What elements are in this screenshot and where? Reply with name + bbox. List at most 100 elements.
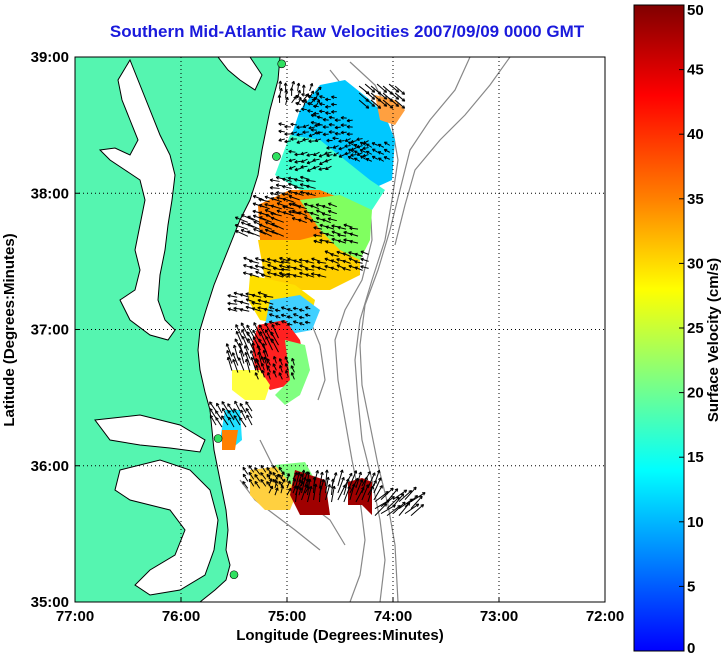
velocity-arrow [373,469,381,487]
velocity-arrow [343,485,351,503]
velocity-arrow [288,195,300,201]
velocity-arrow [279,256,290,262]
velocity-arrow [304,320,311,325]
velocity-arrow [304,313,311,317]
velocity-arrow [274,480,279,489]
velocity-arrow [330,259,339,264]
velocity-arrow [353,144,361,148]
velocity-arrow [410,504,425,516]
velocity-arrow [286,322,293,327]
velocity-arrow [242,481,249,489]
velocity-arrow [331,102,337,107]
velocity-arrow [284,363,289,371]
velocity-arrow [317,273,327,278]
velocity-arrow [362,146,369,151]
velocity-arrow [221,415,229,426]
velocity-arrow [245,358,251,373]
velocity-arrow [239,417,247,428]
velocity-arrow [277,94,282,103]
velocity-arrow [300,158,308,163]
velocity-arrow [287,308,293,312]
velocity-arrow [280,267,291,272]
velocity-arrow [274,487,279,496]
velocity-arrow [322,132,329,137]
velocity-arrow [278,372,283,380]
grid-lines [75,57,605,602]
velocity-arrow [410,495,423,509]
velocity-arrow [373,485,383,501]
velocity-arrow [325,484,331,501]
colorbar-tick-label: 10 [687,514,704,531]
velocity-arrow [318,153,326,158]
velocity-arrow [243,345,251,359]
velocity-arrow [288,165,296,170]
velocity-arrow [281,273,291,278]
velocity-arrow [313,151,320,156]
velocity-arrow [367,485,374,503]
velocity-arrow [270,216,284,223]
velocity-arrow [253,228,267,235]
velocity-arrow [268,320,275,325]
velocity-arrow [290,122,297,127]
velocity-arrow [340,123,347,128]
velocity-arrow [266,372,271,380]
x-tick-label: 73:00 [480,608,518,625]
velocity-arrow [322,218,331,224]
velocity-arrow [305,184,316,189]
velocity-arrow [233,408,241,419]
pamlico-sound [114,459,219,596]
velocity-arrow [270,211,282,217]
velocity-arrow [306,153,314,157]
velocity-arrow [270,204,282,210]
velocity-arrow [278,122,286,126]
velocity-arrow [294,160,302,164]
velocity-arrow [296,125,303,130]
radar-site-marker [277,59,287,69]
velocity-arrow [239,308,250,312]
velocity-arrow [404,503,420,515]
velocity-arrow [304,267,315,271]
velocity-arrow [245,401,253,412]
velocity-arrow [298,473,303,482]
velocity-arrow [261,369,265,378]
velocity-arrow [337,239,347,244]
velocity-arrow [334,131,341,136]
velocity-arrow [276,202,288,208]
velocity-arrow [360,155,367,160]
velocity-arrow [354,252,363,257]
velocity-arrow [278,358,283,366]
velocity-arrow [324,469,329,487]
velocity-arrow [270,338,279,353]
velocity-arrow [324,158,332,163]
velocity-arrow [252,214,266,221]
velocity-arrow [343,223,353,228]
velocity-arrow [367,472,376,489]
velocity-arrow [301,469,306,487]
velocity-arrow [354,266,363,271]
velocity-arrow [278,80,283,89]
velocity-arrow [258,203,270,210]
velocity-arrow [308,133,316,138]
velocity-arrow [306,160,314,165]
velocity-arrow [209,401,217,412]
velocity-arrow [295,108,301,113]
velocity-arrow [349,483,356,501]
velocity-arrow [266,358,271,366]
radar-site-marker [213,434,223,443]
velocity-arrow [337,469,344,487]
velocity-arrow [246,230,260,237]
velocity-arrow [334,125,341,130]
velocity-arrow [294,152,302,157]
velocity-arrow [314,123,321,128]
velocity-arrow [265,336,273,351]
velocity-arrow [256,344,263,359]
velocity-arrow [321,204,331,210]
velocity-arrow [246,324,255,339]
velocity-arrow [293,185,304,190]
velocity-arrow [280,471,285,480]
velocity-arrow [360,265,369,269]
velocity-arrow [260,479,267,487]
velocity-arrow [301,93,307,97]
velocity-arrow [274,322,281,326]
velocity-arrow [343,478,350,496]
